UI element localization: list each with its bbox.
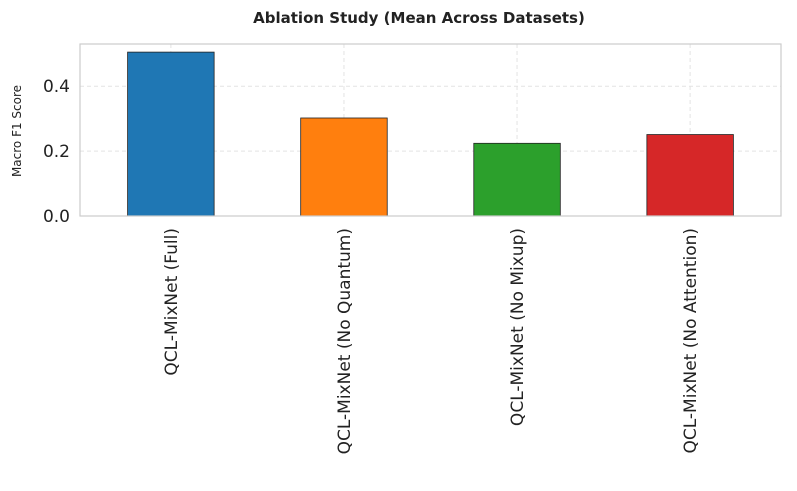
bar <box>127 51 215 217</box>
bar <box>300 117 388 217</box>
y-tick-label: 0.2 <box>43 142 70 162</box>
bars <box>127 51 734 217</box>
y-axis-label: Macro F1 Score <box>10 85 24 177</box>
bar <box>473 142 561 217</box>
x-tick-label: QCL-MixNet (No Mixup) <box>508 228 528 426</box>
x-tick-label: QCL-MixNet (No Attention) <box>681 228 701 454</box>
bar <box>646 134 734 217</box>
y-tick-label: 0.0 <box>43 207 70 227</box>
y-axis-ticks: 0.0 0.2 0.4 <box>43 77 70 227</box>
plot-frame <box>79 43 782 217</box>
x-tick-label: QCL-MixNet (No Quantum) <box>335 228 355 454</box>
x-tick-label: QCL-MixNet (Full) <box>162 228 182 376</box>
chart-title: Ablation Study (Mean Across Datasets) <box>253 9 585 27</box>
x-axis-ticks: QCL-MixNet (Full) QCL-MixNet (No Quantum)… <box>162 228 701 454</box>
y-tick-label: 0.4 <box>43 77 70 97</box>
